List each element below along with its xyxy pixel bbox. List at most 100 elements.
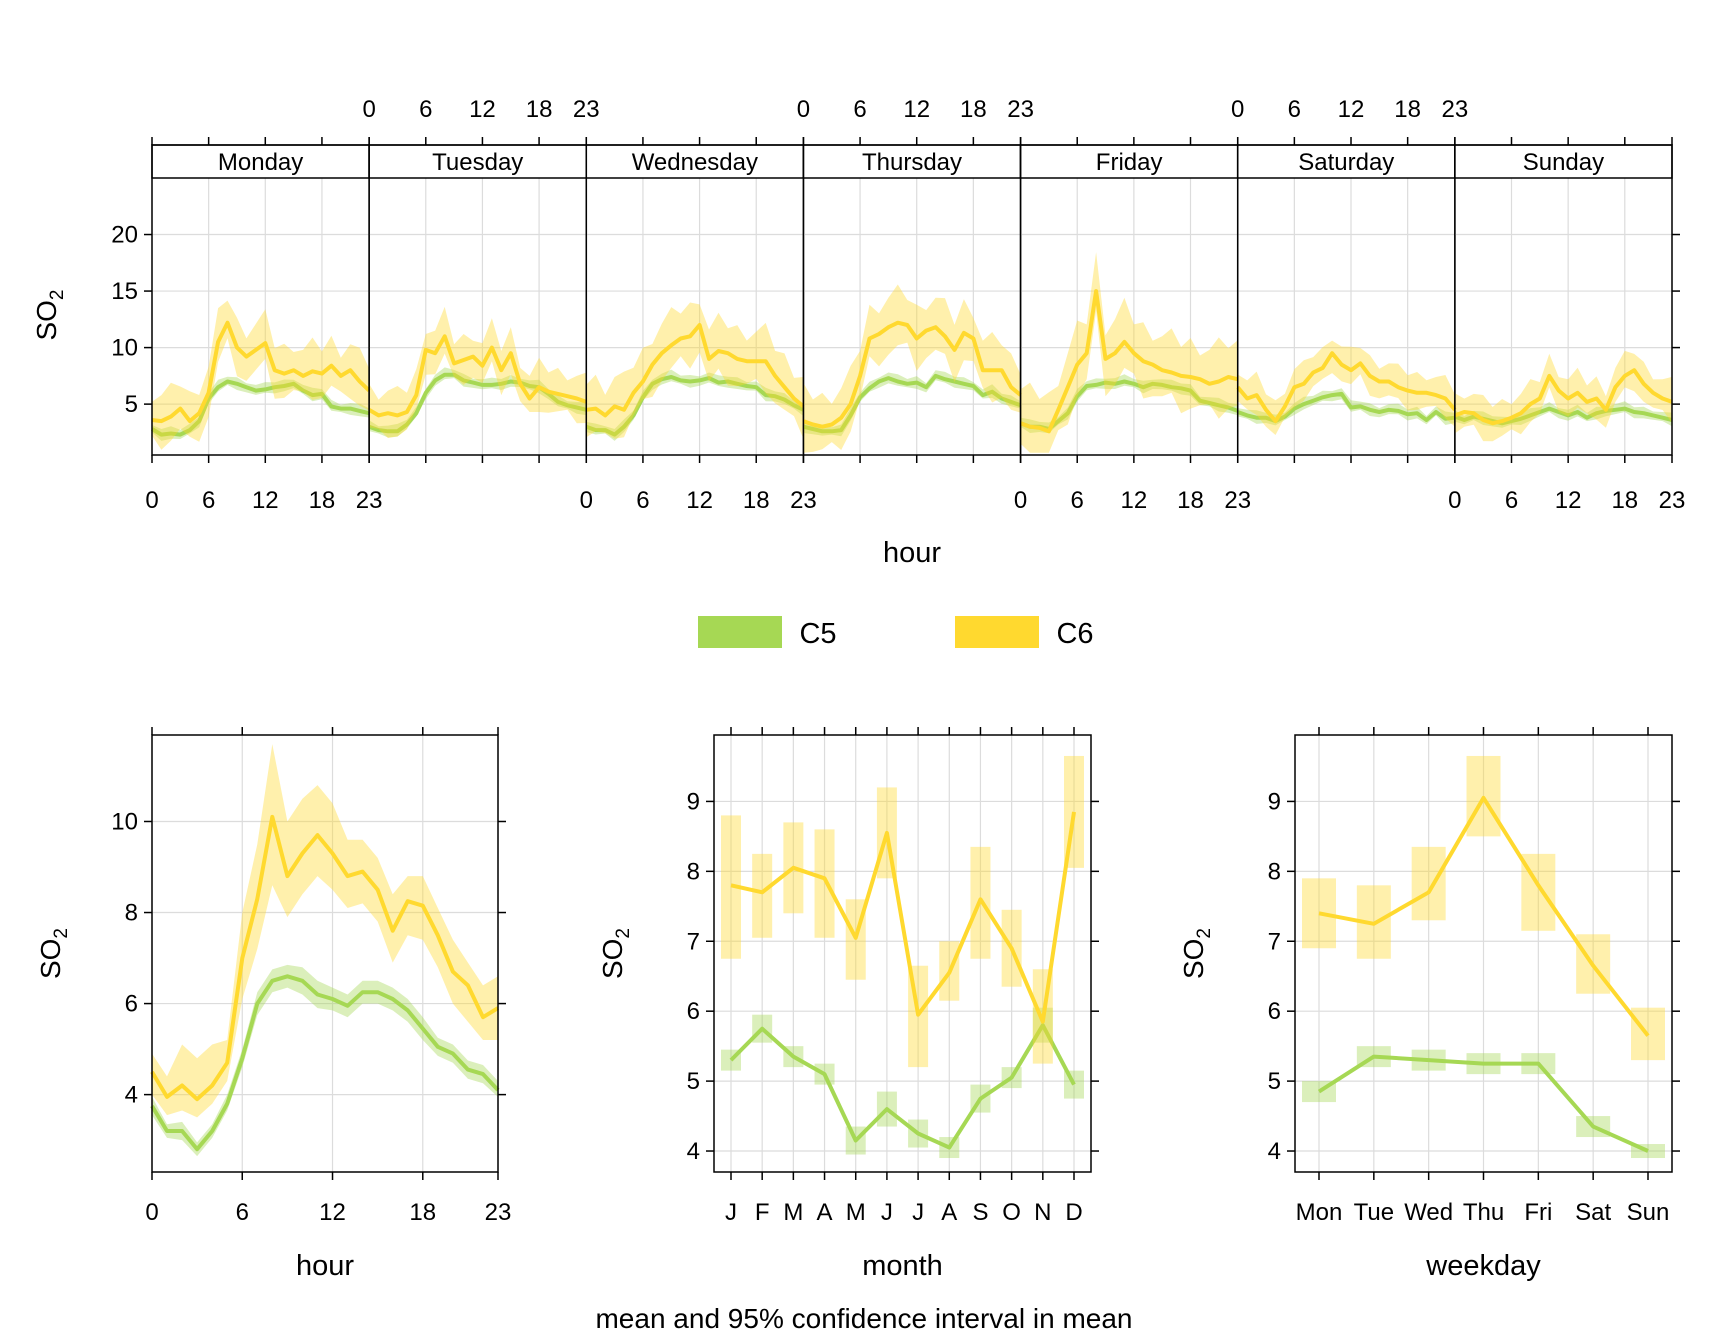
x-tick-label: A [817,1199,833,1226]
x-axis-label: hour [883,537,941,569]
series-line-c5 [1019,379,1239,431]
series-line-c6 [1318,795,1650,1037]
ci-band-c6 [1020,252,1238,453]
y-tick-label: 4 [125,1082,138,1109]
x-tick-label: 6 [636,487,649,514]
strip [368,144,588,179]
y-axis-label: SO2 [35,928,72,979]
day-panel-sunday: Sunday 0 6 12 18 23 [1448,137,1685,514]
x-tick-label: 0 [580,487,593,514]
panel-frame [151,734,499,1173]
y-tick-label: 10 [111,808,138,835]
series-line-c5 [368,372,587,434]
panel-frame [1454,144,1673,456]
strip [151,144,370,179]
ci-band-c5 [1237,388,1455,426]
x-tick-label: 18 [1394,96,1421,123]
y-tick-label: 5 [125,391,138,418]
day-panel-tuesday: Tuesday 0 6 12 18 23 [362,96,600,463]
strip-label: Saturday [1298,149,1394,176]
x-tick-label: S [972,1199,988,1226]
day-panel-monday: Monday 0 6 12 18 23 [145,137,382,514]
y-axis-label: SO2 [1178,928,1215,979]
x-tick-label: 18 [409,1199,436,1226]
x-tick-label: Wed [1404,1199,1453,1226]
x-tick-label: 23 [573,96,600,123]
x-tick-label: 0 [145,1199,158,1226]
strip [802,144,1022,179]
x-tick-label: D [1065,1199,1082,1226]
y-tick-label: 6 [1268,998,1281,1025]
strip-label: Friday [1096,149,1163,176]
chart-caption: mean and 95% confidence interval in mean [595,1303,1132,1334]
x-tick-label: J [881,1199,893,1226]
series-line-c5 [802,373,1022,434]
x-tick-label: 0 [1014,487,1027,514]
x-tick-label: M [846,1199,866,1226]
x-tick-label: 18 [960,96,987,123]
x-tick-label: 6 [202,487,215,514]
x-tick-label: 12 [686,487,713,514]
series-line-c5 [1317,1054,1649,1153]
series-line-c5 [150,974,500,1152]
y-tick-label: 20 [111,222,138,249]
x-axis-label: weekday [1425,1250,1541,1282]
x-tick-label: Tue [1354,1199,1394,1226]
x-tick-label: 12 [252,487,279,514]
legend-label-c5: C5 [799,618,836,650]
x-tick-label: A [941,1199,957,1226]
x-tick-label: 6 [1505,487,1518,514]
day-panel-friday: Friday 0 6 12 18 23 [1014,137,1251,514]
x-tick-label: Sat [1575,1199,1611,1226]
x-tick-label: 12 [469,96,496,123]
x-tick-label: 23 [1007,96,1034,123]
x-axis-label: hour [296,1250,354,1282]
y-tick-label: 6 [125,991,138,1018]
y-tick-label: 5 [687,1068,700,1095]
x-tick-label: 12 [1338,96,1365,123]
y-tick-label: 7 [687,928,700,955]
x-tick-label: 6 [1288,96,1301,123]
series-line-c6 [151,320,371,424]
legend-swatch-c5 [698,616,782,648]
ci-band-c6 [369,306,587,438]
strip-label: Monday [218,149,303,176]
x-tick-label: 23 [1659,487,1686,514]
legend-label-c6: C6 [1056,618,1093,650]
legend-swatch-c6 [955,616,1039,648]
y-axis-label: SO2 [31,289,68,340]
x-tick-label: 18 [1177,487,1204,514]
ci-box-c6 [1411,846,1446,921]
series-line-c6 [368,334,587,418]
series-line-c6 [150,814,500,1102]
y-tick-label: 5 [1268,1068,1281,1095]
strip-label: Tuesday [432,149,523,176]
x-tick-label: 6 [853,96,866,123]
x-tick-label: J [912,1199,924,1226]
series-line-c5 [729,1023,1076,1150]
series-line-c6 [730,811,1076,1024]
y-tick-label: 15 [111,278,138,305]
x-tick-label: 0 [145,487,158,514]
x-tick-label: Mon [1296,1199,1343,1226]
x-tick-label: 18 [1611,487,1638,514]
series-line-c6 [1236,351,1457,424]
x-tick-label: 12 [1121,487,1148,514]
x-tick-label: 6 [419,96,432,123]
y-axis-label: SO2 [597,928,634,979]
x-tick-label: 23 [485,1199,512,1226]
x-tick-label: 23 [1442,96,1469,123]
series-line-c6 [1019,289,1239,434]
weekday-panel: Mon Tue Wed Thu Fri Sat Sun 4 5 6 7 8 9 SO2 weekday [1178,727,1680,1282]
hour-panel: 0 6 12 18 23 4 6 8 10 SO2 hour [35,727,511,1282]
x-tick-label: J [725,1199,737,1226]
y-tick-label: 4 [687,1138,700,1165]
x-tick-label: M [783,1199,803,1226]
x-tick-label: 18 [743,487,770,514]
x-tick-label: 18 [309,487,336,514]
strip-label: Sunday [1523,149,1604,176]
x-tick-label: 23 [1224,487,1251,514]
ci-box-c6 [814,829,835,938]
x-tick-label: 23 [790,487,817,514]
